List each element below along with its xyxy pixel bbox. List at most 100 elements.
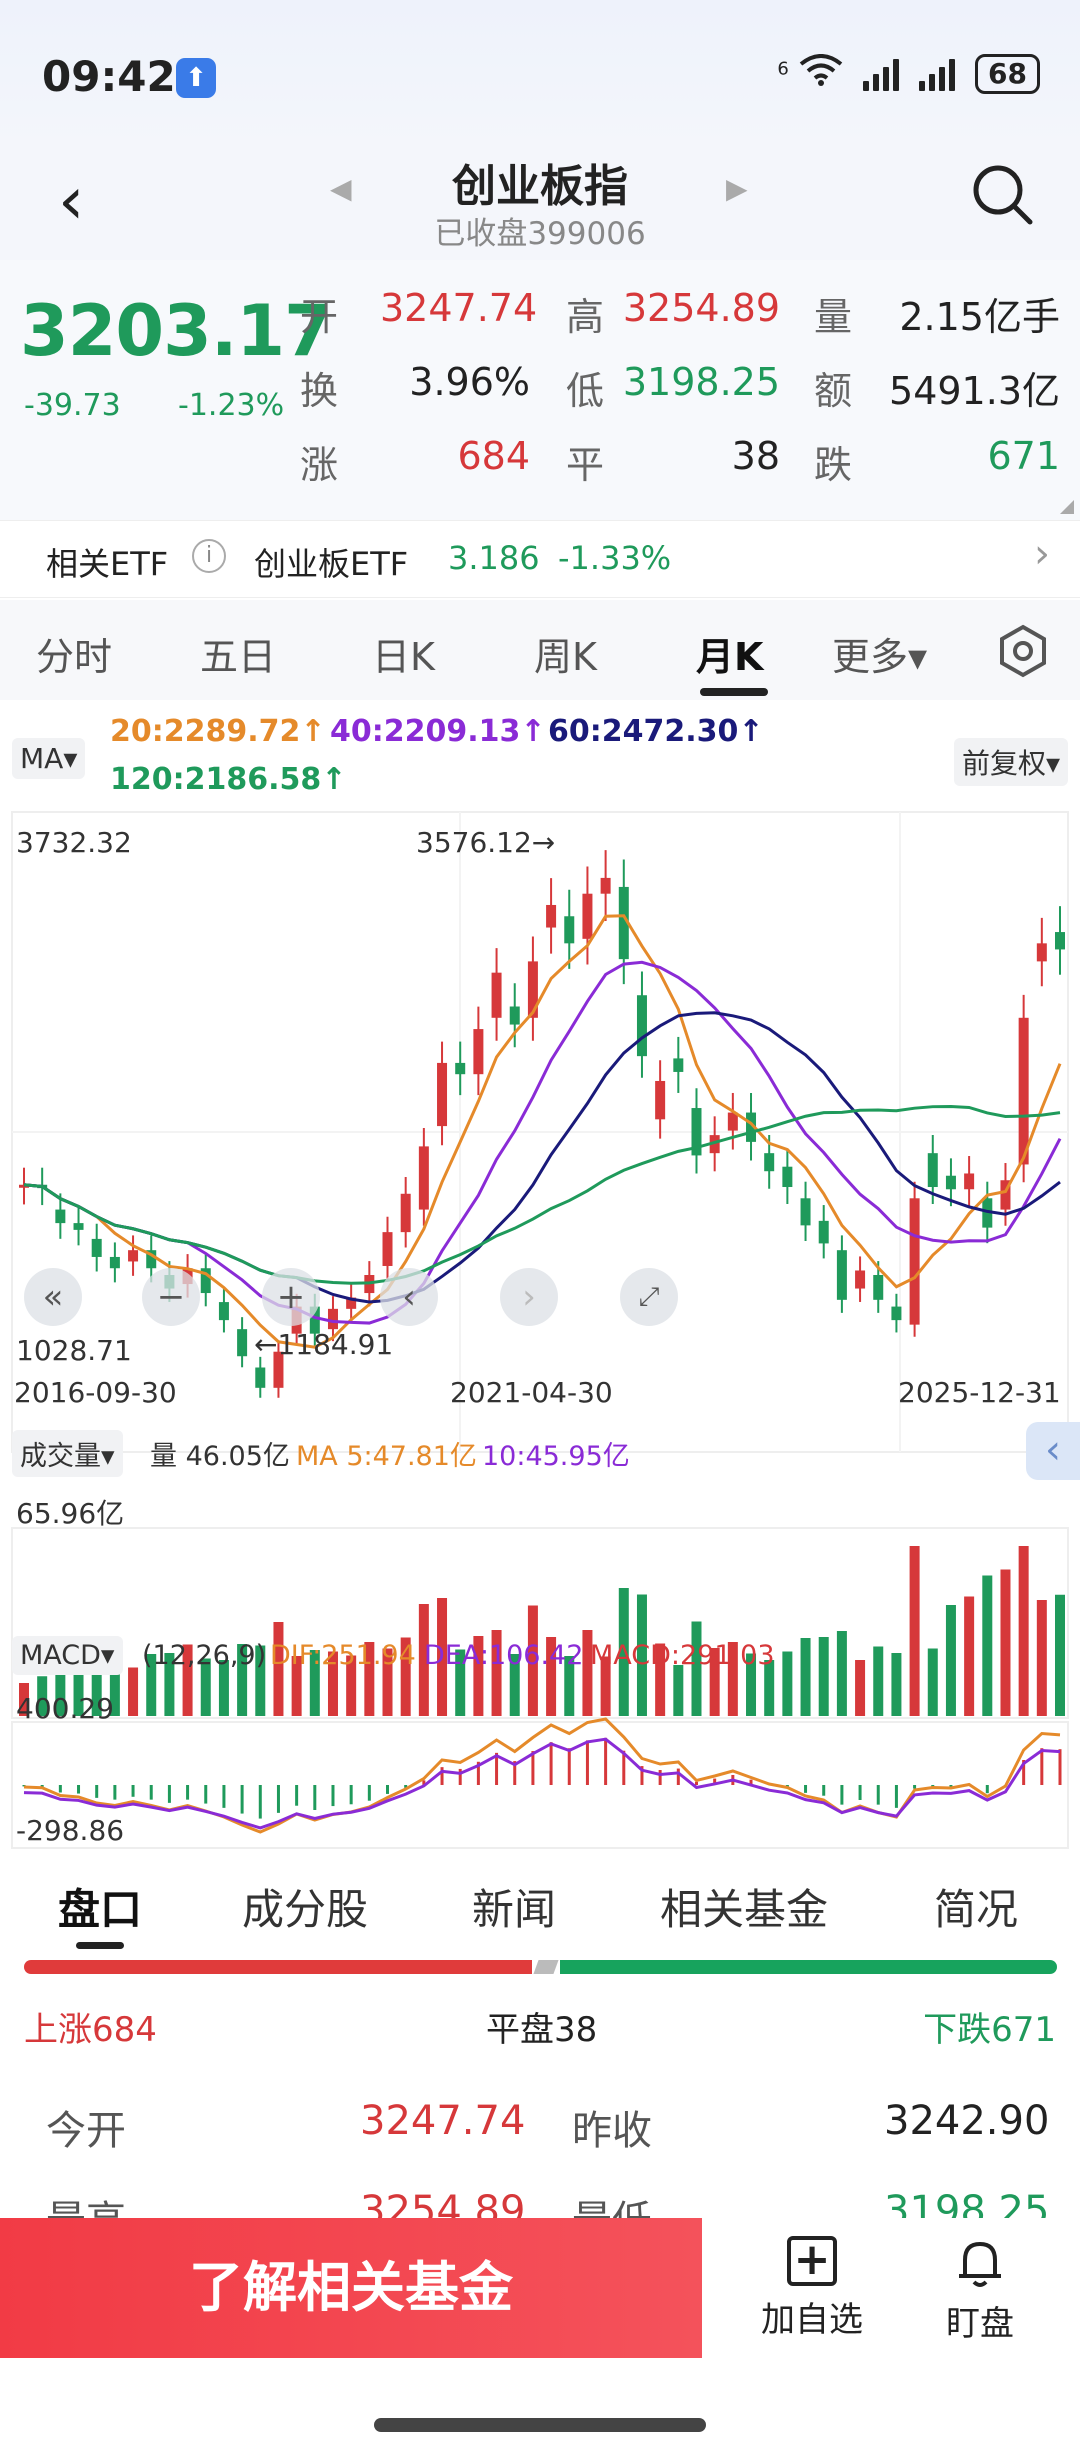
ma-line-30 [23,1105,1061,1285]
ma-line-5 [23,914,1062,1349]
add-square-icon: + [787,2236,837,2286]
candle-body [891,1306,902,1321]
volume-bar [1036,1600,1047,1716]
volume-bar [800,1638,811,1716]
ma-selector[interactable]: MA▾ [12,738,86,779]
up-count: 上涨684 [24,2010,157,2050]
chart-svg [11,811,1069,1849]
quote-label-7: 平 [566,443,605,487]
flat-bar [533,1960,559,1974]
flat-count: 平盘38 [486,2010,598,2050]
watch-button[interactable]: 盯盘 [900,2236,1060,2345]
info-icon[interactable]: i [192,539,226,573]
kline-tab-0[interactable]: 分时 [36,635,113,679]
candle-body [418,1146,429,1210]
corner-expand-icon[interactable] [1060,500,1074,514]
ma120-value: 120:2186.58↑ [110,762,347,797]
kline-tab-5[interactable]: 更多▾ [832,635,928,679]
quote-value-5: 5491.3亿 [889,369,1060,413]
volume-bar [564,1656,575,1716]
add-watchlist-button[interactable]: + 加自选 [732,2236,892,2341]
kline-tab-3[interactable]: 周K [534,635,597,679]
detail-tab-4[interactable]: 简况 [934,1885,1019,1934]
price-change-pct: -1.23% [178,388,285,423]
detail-tab-0[interactable]: 盘口 [58,1885,143,1934]
collapse-panel-icon[interactable]: ‹ [1026,1422,1080,1480]
adjust-selector[interactable]: 前复权▾ [953,738,1068,786]
prev-index-icon[interactable]: ◀ [330,172,352,205]
y-axis-min-label: 1028.71 [16,1334,132,1367]
quote-label-1: 高 [566,295,605,339]
kline-chart-area: MA▾ 20:2289.72↑ 40:2209.13↑ 60:2472.30↑ … [0,700,1080,1850]
candle-body [945,1175,956,1190]
volume-bar [182,1644,193,1716]
peak-annotation: 3576.12→ [416,826,556,859]
volume-bar [437,1598,448,1716]
volume-bar [1055,1594,1065,1716]
quote-value-0: 3247.74 [380,286,538,330]
candle-body [527,961,538,1018]
zoom-in-icon[interactable]: + [262,1268,320,1326]
candle-body [73,1223,84,1230]
x-axis-label-mid: 2021-04-30 [450,1376,613,1409]
volume-bar [727,1642,738,1716]
candle-body [400,1193,411,1233]
volume-selector[interactable]: 成交量▾ [12,1430,123,1477]
detail-tab-2[interactable]: 新闻 [472,1885,557,1934]
etf-name: 创业板ETF [254,545,409,583]
scroll-right-icon[interactable]: › [500,1268,558,1326]
candle-body [709,1135,720,1154]
volume-bar [873,1646,884,1716]
scroll-left-icon[interactable]: ‹ [380,1268,438,1326]
volume-bar [673,1665,684,1716]
kline-tab-2[interactable]: 日K [372,635,435,679]
macd-value: MACD:291.03 [590,1640,775,1671]
volume-bar [400,1637,411,1716]
candle-body [836,1250,847,1300]
settings-hex-icon[interactable] [996,624,1050,687]
last-price: 3203.17 [20,290,333,372]
volume-bar [273,1622,284,1716]
volume-bar [855,1660,866,1716]
volume-bar [237,1644,248,1716]
candle-body [600,877,611,894]
related-etf-row[interactable]: 相关ETF i 创业板ETF 3.186 -1.33% › [0,520,1080,598]
learn-funds-button[interactable]: 了解相关基金 [0,2218,702,2358]
down-bar [560,1960,1057,1974]
volume-bar [909,1546,920,1716]
detail-tab-1[interactable]: 成分股 [242,1885,369,1934]
kline-tab-4[interactable]: 月K [696,635,764,679]
volume-bar [200,1658,211,1716]
back-icon[interactable]: ‹ [58,162,85,239]
zoom-out-icon[interactable]: − [142,1268,200,1326]
candle-body [91,1238,102,1257]
volume-bar [491,1630,502,1716]
page-header: ‹ ◀ 创业板指 已收盘399006 ▶ [0,150,1080,260]
quote-value-1: 3254.89 [622,286,780,330]
next-index-icon[interactable]: ▶ [726,172,748,205]
trough-annotation: ←1184.91 [254,1328,394,1361]
volume-bar [655,1643,666,1716]
etf-label: 相关ETF [46,545,169,583]
search-icon[interactable] [970,162,1034,226]
volume-bar [746,1653,757,1716]
macd-selector[interactable]: MACD▾ [12,1636,123,1675]
scroll-left-fast-icon[interactable]: « [24,1268,82,1326]
volume-bar [291,1656,302,1716]
candle-body [200,1268,211,1294]
volume-bar [37,1676,48,1716]
candle-body [346,1297,357,1309]
volume-bar [55,1659,66,1716]
volume-bar [782,1651,793,1716]
macd-params: (12,26,9) [142,1640,267,1671]
fullscreen-icon[interactable]: ⤢ [620,1268,678,1326]
candle-body [655,1080,666,1120]
market-breadth: 上涨684 平盘38 下跌671 今开 3247.74 昨收 3242.90 最… [0,1950,1080,2244]
volume-bar [218,1660,229,1716]
volume-bar [327,1651,338,1716]
detail-tab-3[interactable]: 相关基金 [660,1885,829,1934]
cell-signal-icon [863,57,900,91]
kline-tab-1[interactable]: 五日 [200,635,277,679]
quote-label-2: 量 [814,295,853,339]
quote-value-2: 2.15亿手 [899,295,1060,339]
